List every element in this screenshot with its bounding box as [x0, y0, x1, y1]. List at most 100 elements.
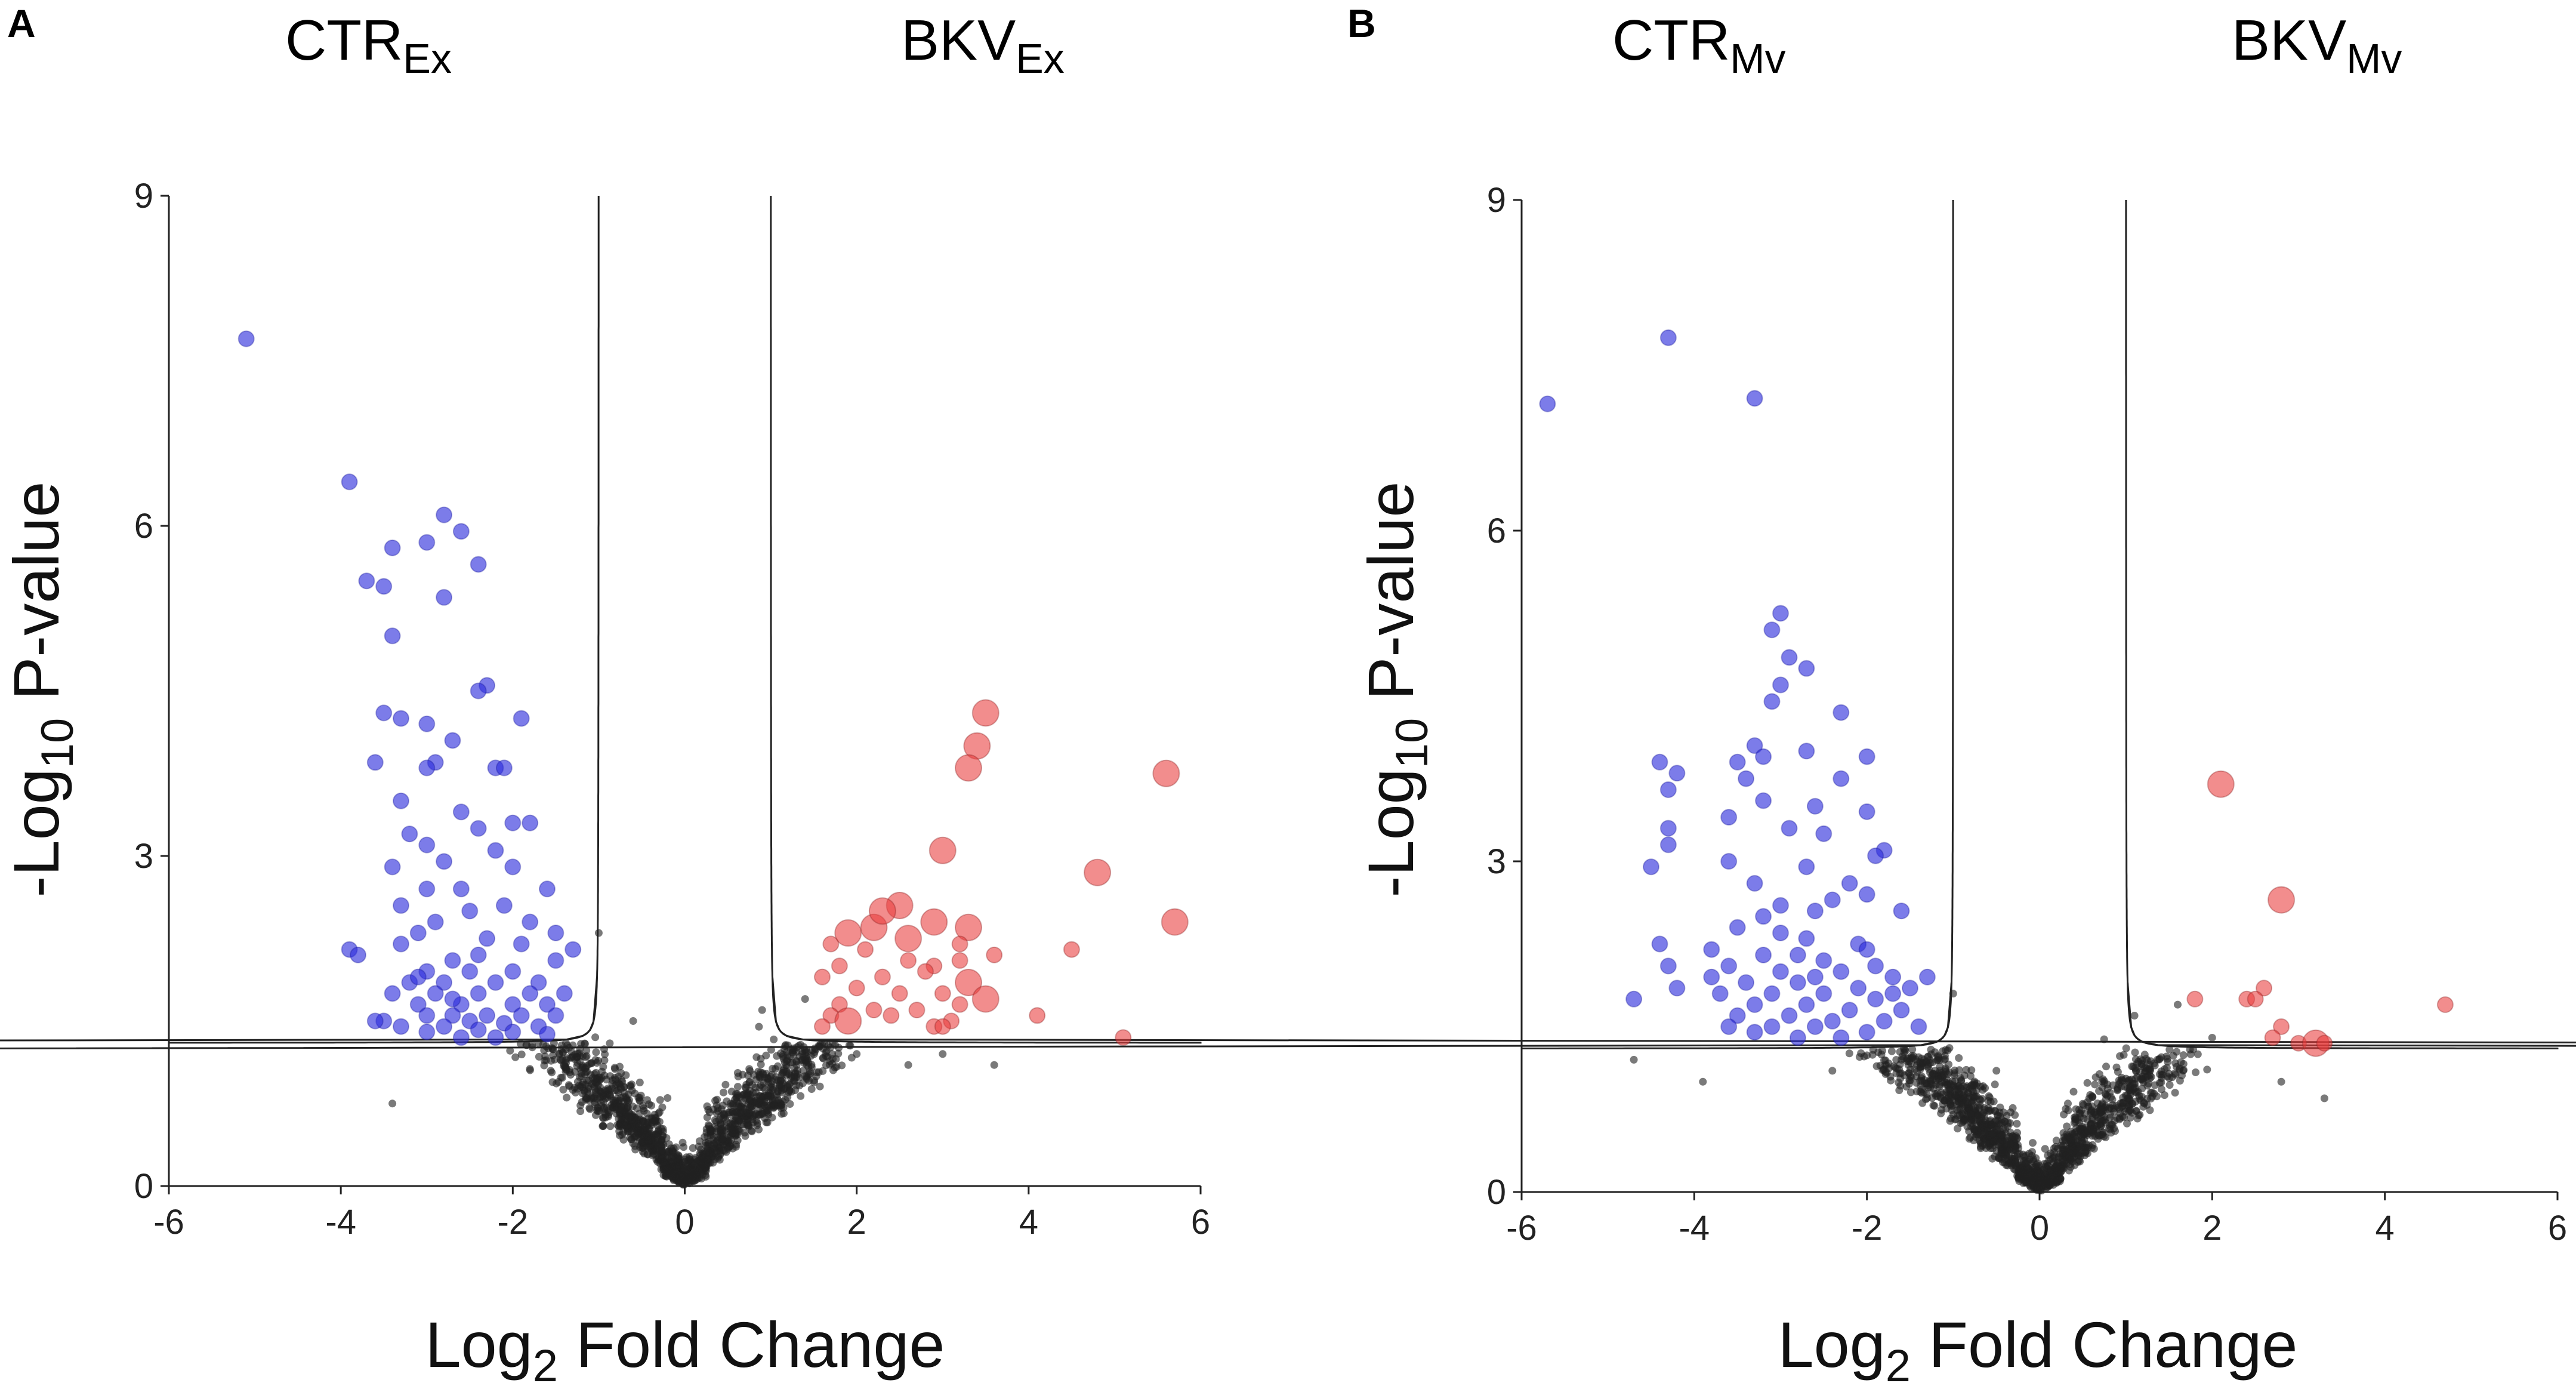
down-point: [1703, 941, 1720, 958]
ns-point: [1958, 1097, 1966, 1105]
title-right-main: BKV: [2232, 8, 2346, 72]
down-point: [1651, 935, 1668, 953]
ns-point: [613, 1121, 622, 1129]
ns-point: [741, 1129, 749, 1136]
down-point: [452, 880, 470, 898]
ns-point: [659, 1157, 668, 1166]
ns-point: [2032, 1167, 2041, 1175]
ns-point: [787, 1074, 795, 1082]
ns-point: [2133, 1060, 2141, 1068]
ns-point: [720, 1088, 727, 1097]
down-point: [409, 968, 427, 985]
ns-point: [2095, 1087, 2103, 1095]
x-tick-label: -4: [325, 1203, 356, 1242]
ns-point: [752, 1097, 760, 1105]
ns-point: [1992, 1126, 2001, 1134]
ns-point: [803, 1073, 811, 1080]
down-point: [1815, 985, 1832, 1002]
down-point: [1824, 1012, 1841, 1030]
down-point: [1832, 704, 1850, 721]
down-point: [513, 710, 530, 727]
ns-point: [591, 1088, 600, 1096]
ns-point: [1951, 1092, 1960, 1100]
ns-point: [1920, 1076, 1929, 1084]
ns-point: [2163, 1072, 2171, 1080]
ns-point: [582, 1046, 591, 1055]
ns-point: [2027, 1179, 2035, 1187]
ns-point: [1905, 1069, 1913, 1077]
up-point: [955, 754, 982, 782]
ns-point: [2116, 1052, 2124, 1060]
ns-point: [662, 1165, 670, 1174]
up-point: [883, 1007, 900, 1024]
ns-point: [606, 1039, 614, 1048]
down-point: [1720, 853, 1738, 870]
down-point: [1772, 676, 1789, 694]
ns-point: [2010, 1152, 2019, 1160]
ns-point: [548, 1068, 556, 1077]
ns-point: [1972, 1133, 1980, 1141]
ns-point: [822, 1049, 830, 1057]
ns-point: [619, 1121, 628, 1129]
ns-point: [680, 1165, 688, 1174]
ns-point: [1995, 1139, 2004, 1147]
down-point: [470, 946, 487, 963]
ns-point: [573, 1077, 582, 1086]
down-point: [393, 710, 409, 727]
down-point: [384, 539, 401, 556]
x-tick-label: 4: [1019, 1203, 1038, 1242]
up-point: [868, 897, 896, 925]
ns-point: [649, 1147, 658, 1156]
ns-point: [1954, 1125, 1962, 1133]
down-point: [1798, 743, 1815, 760]
ns-point: [603, 1085, 612, 1093]
down-point: [1659, 329, 1677, 346]
ns-point: [1869, 1046, 1877, 1054]
ns-point: [689, 1144, 697, 1152]
ns-point: [639, 1102, 647, 1110]
ns-point: [633, 1104, 641, 1113]
ns-point: [2095, 1132, 2103, 1140]
down-point: [418, 534, 436, 551]
threshold-left: [0, 196, 600, 1042]
ns-point: [668, 1163, 676, 1171]
up-point: [834, 1007, 862, 1035]
up-point: [908, 1002, 925, 1019]
ns-point: [718, 1135, 727, 1142]
down-point: [1539, 395, 1556, 412]
ns-point: [2102, 1119, 2110, 1127]
ns-point: [792, 1061, 801, 1069]
ns-point: [717, 1125, 725, 1134]
ns-point: [853, 1050, 861, 1058]
down-point: [1798, 660, 1815, 677]
ns-point: [815, 1042, 823, 1050]
up-point: [2268, 886, 2296, 914]
ns-point: [745, 1078, 754, 1086]
ns-point: [2171, 1089, 2179, 1097]
threshold-left: [0, 200, 1954, 1049]
down-point: [1659, 781, 1677, 798]
up-point: [1115, 1029, 1132, 1046]
ns-point: [2146, 1067, 2154, 1075]
down-point: [1798, 996, 1815, 1014]
up-point: [917, 963, 934, 980]
down-point: [1798, 858, 1815, 876]
down-point: [461, 903, 479, 920]
ns-point: [582, 1053, 590, 1061]
down-point: [436, 589, 453, 606]
ns-point: [904, 1061, 912, 1069]
up-point: [951, 952, 968, 969]
ns-point: [744, 1108, 752, 1117]
down-point: [495, 897, 513, 914]
ns-point: [1887, 1047, 1896, 1055]
ns-point: [668, 1147, 677, 1155]
ns-point: [1938, 1078, 1946, 1086]
title-right-sub: Mv: [2346, 35, 2402, 82]
ns-point: [707, 1127, 715, 1135]
ns-point: [2029, 1139, 2037, 1147]
down-point: [1720, 957, 1738, 975]
ns-point: [594, 929, 603, 937]
ns-point: [729, 1125, 738, 1133]
down-point: [444, 952, 461, 969]
up-point: [814, 1018, 831, 1035]
